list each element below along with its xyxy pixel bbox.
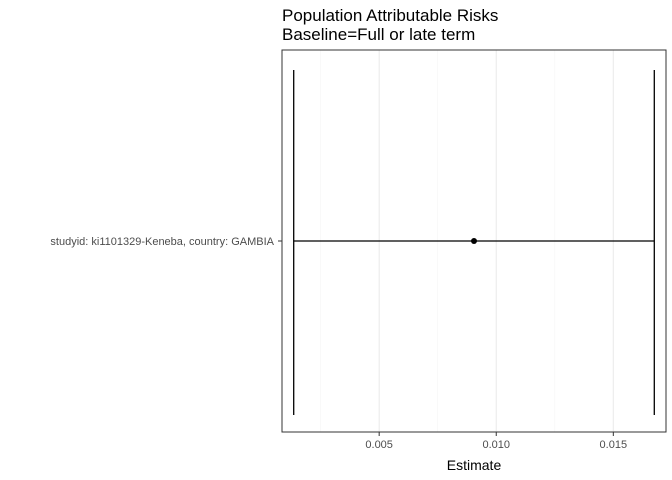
chart-title: Population Attributable Risks xyxy=(282,6,498,25)
x-tick-label: 0.015 xyxy=(600,439,628,451)
axes: 0.005 0.010 0.015 studyid: ki1101329-Keneba… xyxy=(50,236,627,451)
y-tick-label: studyid: ki1101329-Keneba, country: GAMB… xyxy=(50,236,274,248)
panel-border xyxy=(281,49,667,433)
data-marks xyxy=(293,70,655,415)
chart-subtitle: Baseline=Full or late term xyxy=(282,25,475,44)
x-tick-label: 0.010 xyxy=(482,439,510,451)
x-tick-label: 0.005 xyxy=(365,439,393,451)
estimate-point xyxy=(471,238,477,244)
x-axis-title: Estimate xyxy=(447,457,502,473)
